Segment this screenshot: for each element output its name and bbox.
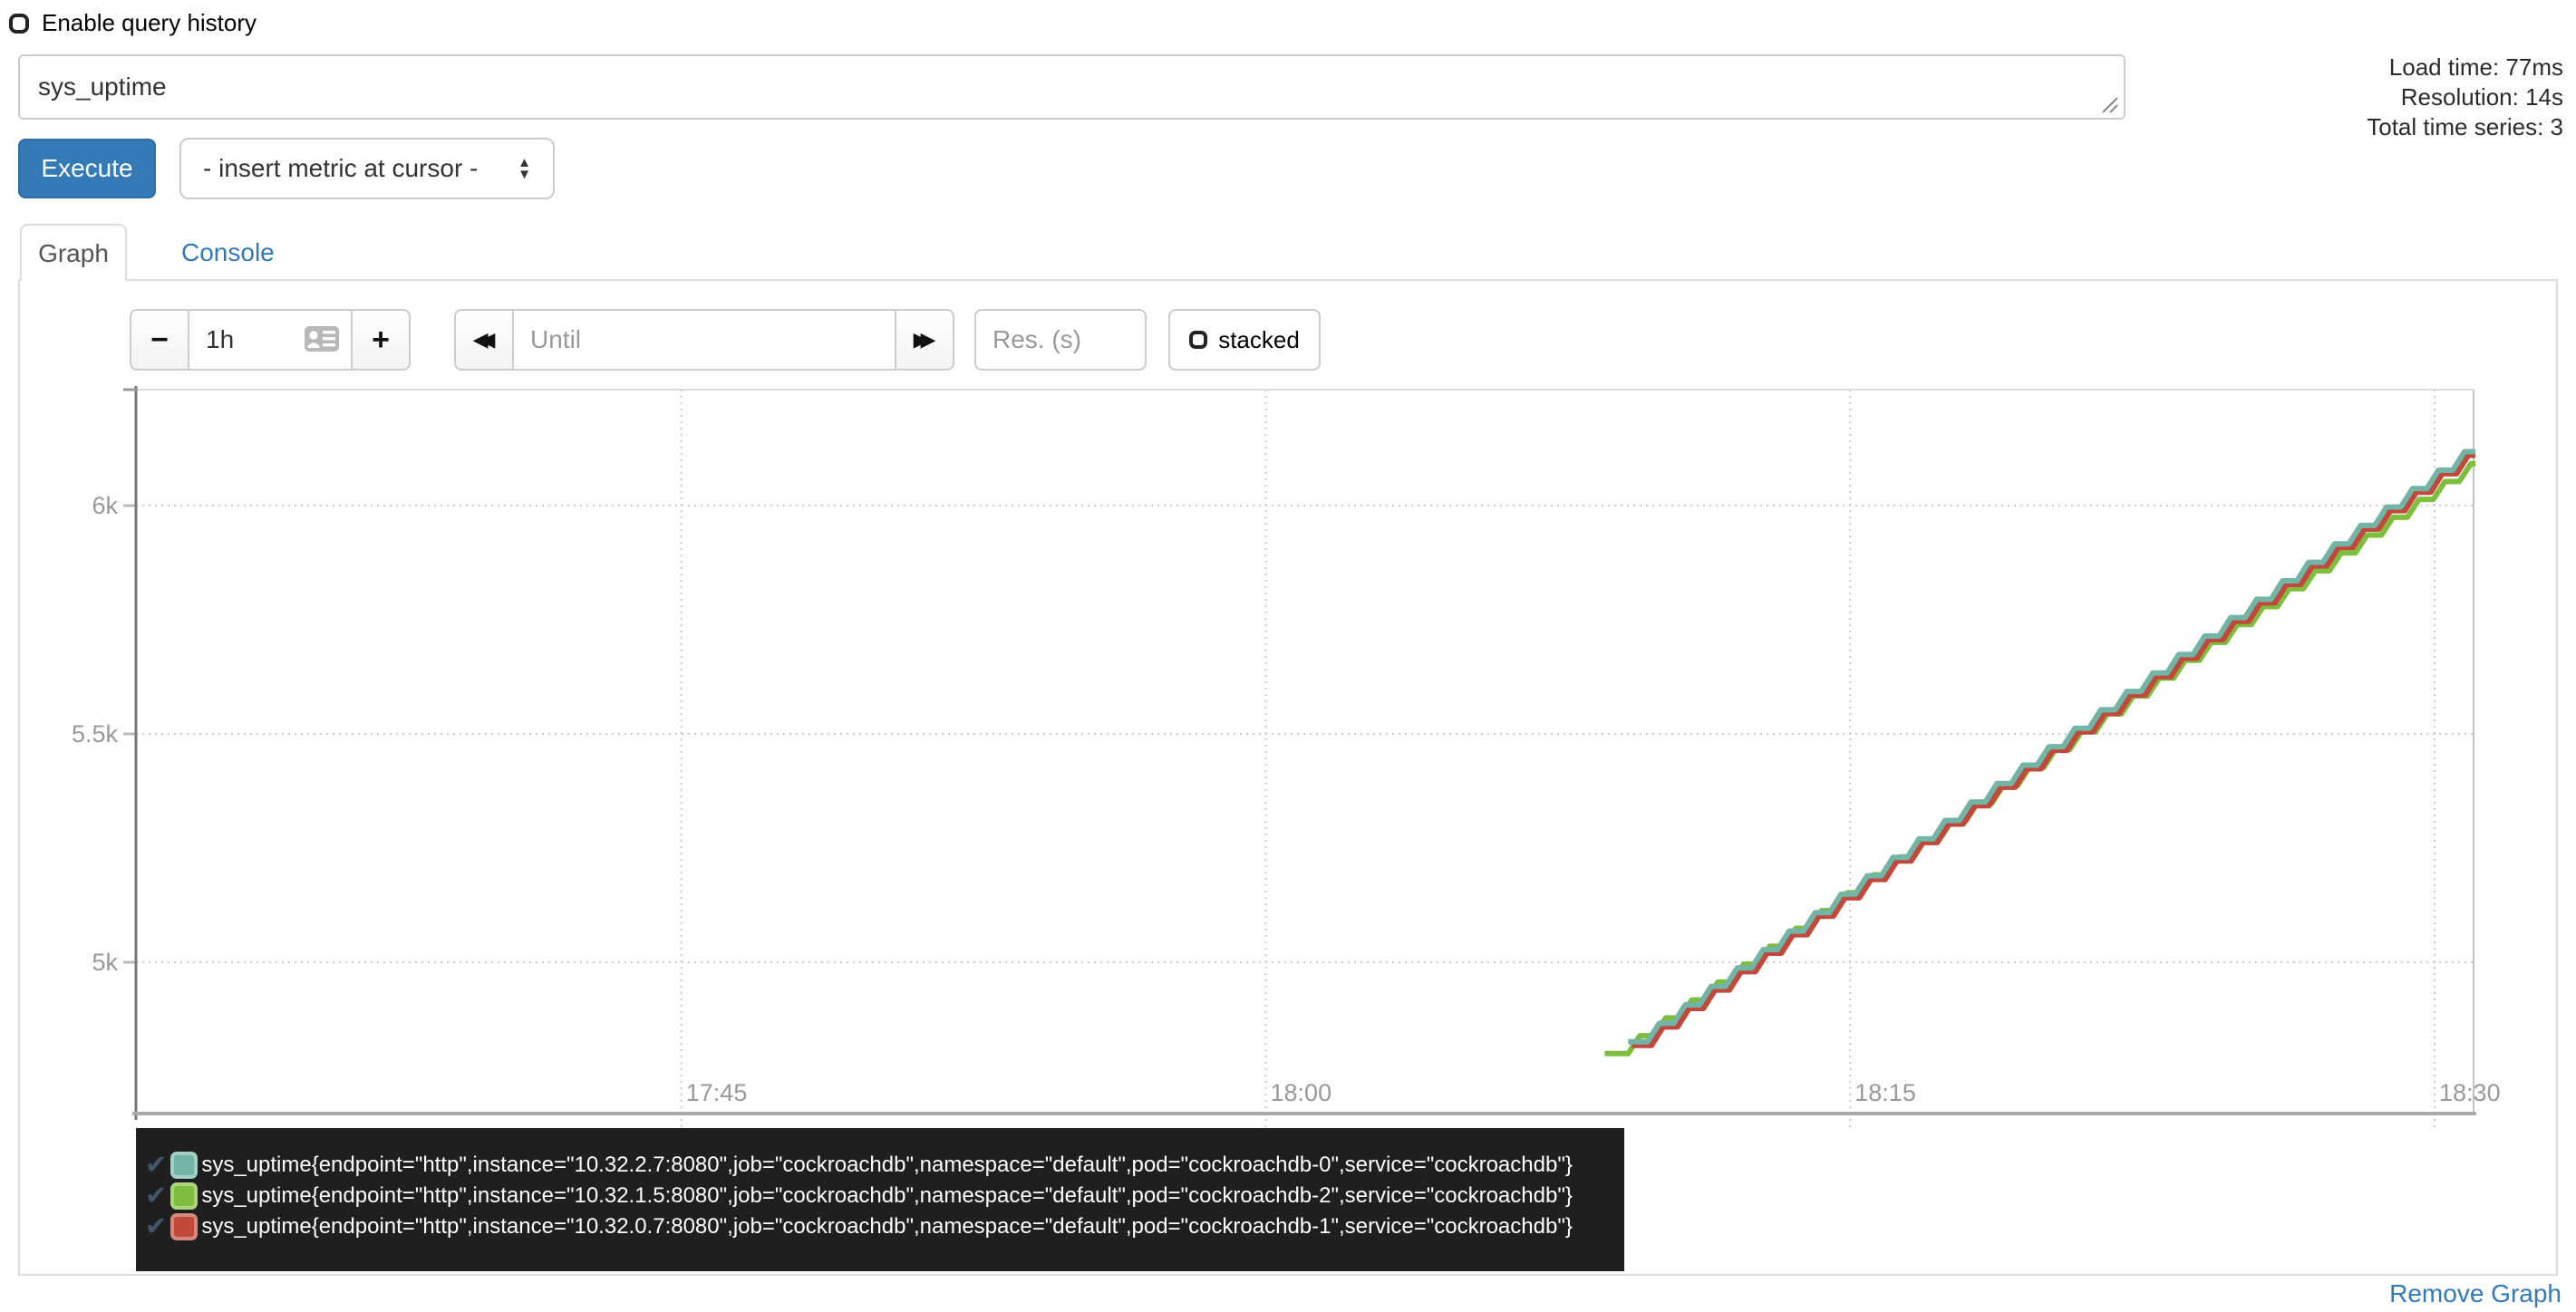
uptime-line-chart: 5k 5.5k 6k 17:45 18:00 18:15 18:30	[72, 386, 2501, 1132]
svg-text:5.5k: 5.5k	[72, 720, 119, 748]
grow-range-button[interactable]: +	[351, 309, 411, 371]
resolution-input[interactable]	[974, 309, 1147, 371]
time-control-group: ◀◀ ▶▶	[454, 309, 954, 371]
resolution: Resolution: 14s	[2400, 83, 2563, 111]
range-control-group: − +	[130, 309, 411, 371]
legend-swatch	[170, 1182, 199, 1210]
svg-text:5k: 5k	[92, 949, 118, 976]
graph-controls: − + ◀◀ ▶▶	[130, 309, 1321, 371]
select-caret-icon: ▲ ▼	[518, 155, 531, 182]
svg-text:18:15: 18:15	[1855, 1079, 1916, 1106]
svg-text:18:30: 18:30	[2439, 1079, 2501, 1106]
legend-series-label: sys_uptime{endpoint="http",instance="10.…	[201, 1214, 1573, 1239]
chart-gridlines	[123, 390, 2474, 1132]
tab-console-label: Console	[181, 237, 275, 266]
legend-swatch	[170, 1152, 199, 1179]
insert-metric-select-label: - insert metric at cursor -	[203, 154, 479, 182]
tab-console[interactable]: Console	[154, 224, 302, 281]
insert-metric-select[interactable]: - insert metric at cursor - ▲ ▼	[179, 138, 555, 199]
legend-item[interactable]: ✔ sys_uptime{endpoint="http",instance="1…	[145, 1150, 1624, 1181]
tab-bar: Graph Console	[18, 223, 2558, 281]
legend-check-icon: ✔	[145, 1150, 168, 1180]
shrink-range-button[interactable]: −	[130, 309, 189, 371]
legend-check-icon: ✔	[145, 1181, 168, 1211]
query-history-label: Enable query history	[42, 9, 257, 36]
chart-series-line	[1628, 449, 2475, 1045]
until-input[interactable]	[512, 309, 896, 371]
total-time-series: Total time series: 3	[2367, 113, 2563, 140]
svg-text:6k: 6k	[92, 492, 118, 519]
legend-item[interactable]: ✔ sys_uptime{endpoint="http",instance="1…	[145, 1211, 1624, 1242]
textarea-resize-grip-icon[interactable]	[2096, 91, 2119, 119]
chart-series-line	[1632, 452, 2475, 1048]
step-forward-button[interactable]: ▶▶	[895, 309, 954, 371]
query-expression-input[interactable]: sys_uptime	[18, 54, 2126, 120]
legend-swatch	[170, 1213, 199, 1240]
range-input[interactable]	[188, 309, 353, 371]
legend-series-label: sys_uptime{endpoint="http",instance="10.…	[201, 1183, 1573, 1208]
legend-item[interactable]: ✔ sys_uptime{endpoint="http",instance="1…	[145, 1181, 1624, 1211]
load-time: Load time: 77ms	[2388, 53, 2563, 81]
range-input-wrap	[188, 309, 353, 371]
tab-graph-label: Graph	[38, 238, 109, 267]
chart-tick-labels: 5k 5.5k 6k 17:45 18:00 18:15 18:30	[72, 492, 2501, 1106]
tab-graph[interactable]: Graph	[20, 224, 127, 281]
legend-series-label: sys_uptime{endpoint="http",instance="10.…	[201, 1153, 1573, 1177]
stacked-toggle[interactable]: stacked	[1168, 309, 1321, 371]
query-stats: Load time: 77ms Resolution: 14s Total ti…	[2367, 53, 2563, 142]
query-history-checkbox[interactable]	[9, 13, 29, 34]
chart-series-group	[1604, 449, 2475, 1056]
graph-panel	[18, 281, 2558, 1276]
stacked-checkbox[interactable]	[1189, 331, 1208, 349]
execute-button[interactable]: Execute	[18, 139, 156, 198]
stacked-label: stacked	[1218, 325, 1300, 353]
legend-check-icon: ✔	[145, 1211, 168, 1241]
query-history-toggle-row: Enable query history	[9, 9, 257, 37]
step-backward-button[interactable]: ◀◀	[454, 309, 514, 371]
svg-text:17:45: 17:45	[686, 1079, 748, 1106]
svg-text:18:00: 18:00	[1271, 1079, 1332, 1106]
remove-graph-link[interactable]: Remove Graph	[2389, 1279, 2561, 1307]
chart-legend: ✔ sys_uptime{endpoint="http",instance="1…	[136, 1128, 1624, 1271]
